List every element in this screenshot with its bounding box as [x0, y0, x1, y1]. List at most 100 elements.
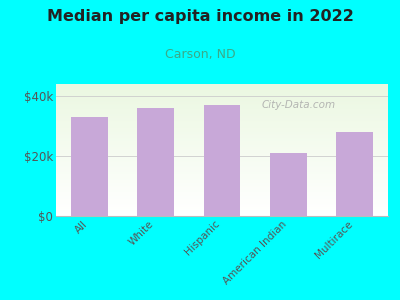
Bar: [56, 162, 388, 163]
Bar: [56, 137, 388, 138]
Bar: [56, 174, 388, 175]
Bar: [56, 169, 388, 170]
Bar: [56, 178, 388, 179]
Bar: [56, 130, 388, 131]
Bar: [56, 166, 388, 167]
Bar: [56, 211, 388, 212]
Bar: [56, 118, 388, 120]
Text: Carson, ND: Carson, ND: [165, 48, 235, 61]
Bar: [56, 114, 388, 116]
Bar: [56, 172, 388, 174]
Bar: [56, 158, 388, 159]
Bar: [56, 112, 388, 113]
Bar: [56, 203, 388, 204]
Bar: [56, 105, 388, 106]
Bar: [56, 126, 388, 128]
Bar: [56, 164, 388, 166]
Bar: [56, 175, 388, 176]
Bar: [56, 138, 388, 140]
Bar: [56, 91, 388, 92]
Bar: [56, 184, 388, 186]
Bar: [56, 197, 388, 199]
Bar: [56, 128, 388, 129]
Bar: [56, 136, 388, 137]
Bar: [56, 212, 388, 213]
Bar: [56, 194, 388, 195]
Bar: [56, 179, 388, 180]
Bar: [56, 133, 388, 134]
Bar: [56, 146, 388, 147]
Bar: [56, 89, 388, 91]
Bar: [56, 96, 388, 97]
Bar: [56, 159, 388, 160]
Bar: [56, 116, 388, 117]
Bar: [56, 187, 388, 188]
Bar: [56, 84, 388, 85]
Bar: [56, 208, 388, 209]
Bar: [56, 124, 388, 125]
Bar: [56, 120, 388, 121]
Bar: [138, 108, 174, 216]
Bar: [56, 110, 388, 112]
Bar: [56, 196, 388, 197]
Bar: [336, 132, 373, 216]
Bar: [56, 103, 388, 104]
Bar: [56, 104, 388, 105]
Bar: [56, 94, 388, 96]
Bar: [56, 100, 388, 101]
Bar: [56, 122, 388, 124]
Bar: [56, 206, 388, 207]
Bar: [56, 154, 388, 155]
Bar: [56, 215, 388, 216]
Bar: [56, 98, 388, 100]
Bar: [56, 147, 388, 149]
Bar: [56, 153, 388, 154]
Bar: [56, 186, 388, 187]
Bar: [56, 190, 388, 191]
Bar: [56, 87, 388, 88]
Bar: [56, 182, 388, 183]
Bar: [56, 134, 388, 136]
Bar: [56, 125, 388, 126]
Bar: [56, 101, 388, 103]
Bar: [56, 150, 388, 151]
Bar: [56, 129, 388, 130]
Bar: [56, 85, 388, 87]
Bar: [56, 171, 388, 172]
Bar: [270, 153, 306, 216]
Bar: [204, 105, 240, 216]
Bar: [56, 195, 388, 196]
Bar: [56, 191, 388, 192]
Bar: [71, 117, 108, 216]
Bar: [56, 209, 388, 211]
Bar: [56, 113, 388, 114]
Bar: [56, 192, 388, 194]
Bar: [56, 188, 388, 190]
Bar: [56, 109, 388, 110]
Bar: [56, 180, 388, 182]
Bar: [56, 207, 388, 208]
Bar: [56, 149, 388, 150]
Bar: [56, 213, 388, 215]
Bar: [56, 200, 388, 202]
Bar: [56, 183, 388, 184]
Bar: [56, 97, 388, 98]
Bar: [56, 170, 388, 171]
Bar: [56, 204, 388, 206]
Bar: [56, 92, 388, 93]
Bar: [56, 141, 388, 142]
Bar: [56, 160, 388, 162]
Bar: [56, 142, 388, 143]
Bar: [56, 199, 388, 200]
Bar: [56, 167, 388, 169]
Text: City-Data.com: City-Data.com: [262, 100, 336, 110]
Bar: [56, 163, 388, 164]
Text: Median per capita income in 2022: Median per capita income in 2022: [46, 9, 354, 24]
Bar: [56, 131, 388, 133]
Bar: [56, 121, 388, 122]
Bar: [56, 88, 388, 89]
Bar: [56, 117, 388, 118]
Bar: [56, 155, 388, 157]
Bar: [56, 108, 388, 109]
Bar: [56, 145, 388, 146]
